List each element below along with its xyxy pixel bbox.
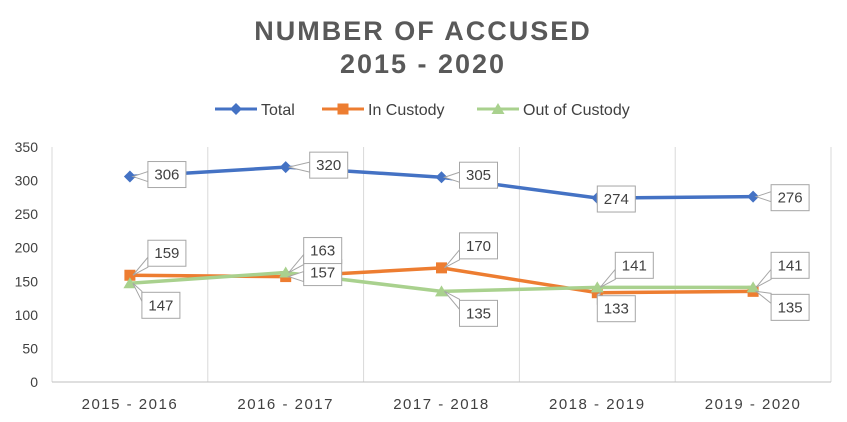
legend-marker	[491, 103, 505, 114]
data-label-text: 170	[466, 238, 491, 255]
data-label-pointer	[288, 253, 305, 273]
data-label-pointer	[131, 170, 149, 183]
legend-label: In Custody	[368, 102, 444, 119]
data-point	[279, 266, 293, 278]
data-label: 320	[288, 151, 349, 179]
data-label-box	[770, 251, 810, 279]
data-label: 141	[599, 251, 654, 288]
legend-label: Out of Custody	[523, 102, 630, 119]
y-tick-label: 200	[15, 240, 39, 256]
data-label: 274	[596, 185, 636, 213]
data-label-pointer	[444, 248, 460, 269]
data-label-pointer	[132, 255, 149, 276]
data-label-text: 305	[466, 167, 491, 184]
data-label-text: 274	[604, 191, 629, 208]
axes: 0 50 100 150 200 250 300 350 2015 - 2016 2016 - 2…	[15, 139, 832, 413]
data-point	[590, 281, 604, 293]
data-label: 135	[444, 290, 498, 327]
y-tick-label: 350	[15, 139, 39, 155]
data-label-pointer	[754, 290, 772, 305]
data-label-box	[309, 151, 349, 179]
data-point	[123, 170, 136, 183]
data-point	[435, 171, 448, 184]
data-label-text: 135	[466, 305, 491, 322]
data-labels: 306 320 305 274 276 159 157 170 133 135 147 163 135 1…	[131, 151, 810, 327]
data-label-box	[141, 291, 181, 319]
data-label-text: 141	[778, 257, 803, 274]
data-label-pointer	[755, 267, 772, 288]
data-label: 157	[287, 259, 343, 287]
data-label: 135	[754, 290, 810, 321]
data-label: 163	[288, 237, 343, 273]
data-label-text: 135	[778, 299, 803, 316]
data-label: 305	[442, 161, 498, 189]
data-label: 276	[754, 184, 810, 212]
x-tick-label: 2019 - 2020	[705, 396, 802, 413]
data-label-text: 159	[154, 245, 179, 262]
data-label-box	[770, 293, 810, 321]
data-label-box	[770, 184, 810, 212]
data-label-box	[303, 237, 343, 265]
x-tick-label: 2015 - 2016	[82, 396, 179, 413]
y-tick-label: 50	[22, 340, 38, 356]
data-label-text: 133	[604, 301, 629, 318]
data-label-box	[596, 295, 636, 323]
y-tick-label: 0	[30, 374, 38, 390]
data-label-text: 163	[310, 243, 335, 260]
data-point	[747, 190, 760, 203]
data-label-pointer	[442, 171, 460, 183]
data-label-box	[459, 232, 498, 260]
data-label-text: 276	[778, 190, 803, 207]
data-label: 159	[132, 239, 187, 276]
legend: Total In Custody Out of Custody	[215, 102, 630, 119]
data-point	[746, 281, 760, 293]
data-point	[435, 285, 448, 297]
data-label-text: 306	[154, 167, 179, 184]
x-tick-label: 2016 - 2017	[237, 396, 334, 413]
y-tick-label: 150	[15, 273, 39, 289]
data-label-pointer	[288, 161, 311, 173]
data-label-text: 320	[316, 157, 341, 174]
data-label-box	[147, 239, 187, 267]
data-point	[436, 262, 447, 274]
legend-marker	[337, 103, 349, 115]
x-tick-label: 2017 - 2018	[393, 396, 490, 413]
legend-label: Total	[261, 102, 295, 119]
data-label: 306	[131, 161, 187, 189]
data-label-box	[459, 161, 498, 189]
x-tick-label: 2018 - 2019	[549, 396, 646, 413]
chart-title-line-1: NUMBER OF ACCUSED	[254, 16, 592, 46]
data-label: 141	[755, 251, 810, 288]
data-label-text: 157	[310, 265, 335, 282]
data-label: 133	[596, 291, 636, 323]
data-point	[124, 269, 136, 281]
data-label-box	[596, 185, 636, 213]
data-point	[591, 287, 603, 299]
data-label-pointer	[754, 190, 772, 203]
y-tick-label: 300	[15, 173, 39, 189]
data-label-pointer	[444, 290, 460, 311]
data-point	[279, 161, 292, 174]
data-point	[123, 277, 137, 289]
data-label-box	[614, 251, 654, 279]
data-label: 170	[444, 232, 498, 269]
data-label-text: 147	[148, 297, 173, 314]
chart-title-line-2: 2015 - 2020	[340, 49, 506, 79]
data-label-box	[147, 161, 187, 189]
y-tick-label: 100	[15, 307, 39, 323]
series-layer	[123, 161, 760, 299]
data-label-text: 141	[622, 257, 647, 274]
data-label-pointer	[132, 282, 143, 302]
legend-marker	[230, 103, 242, 115]
data-label: 147	[132, 282, 181, 319]
data-label-pointer	[599, 267, 616, 288]
data-label-box	[459, 299, 498, 327]
y-tick-label: 250	[15, 206, 39, 222]
